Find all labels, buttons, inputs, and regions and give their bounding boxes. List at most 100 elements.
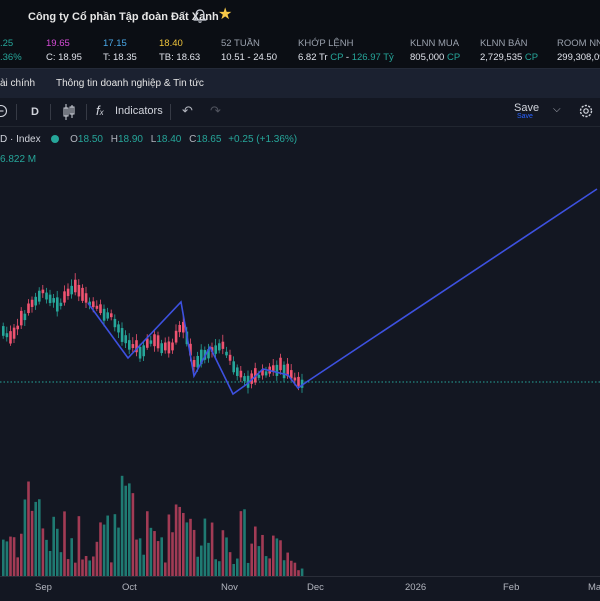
candle-body (156, 335, 160, 349)
symbol-name: D · Index (0, 134, 41, 145)
candle-body (236, 367, 239, 376)
volume-bar (63, 511, 66, 576)
save-button[interactable]: Save (514, 102, 540, 114)
ceiling-price: 19.65 (46, 38, 70, 49)
volume-bar (128, 483, 131, 576)
volume-bar (160, 537, 163, 576)
volume-bar (113, 514, 117, 576)
time-label: Feb (503, 582, 520, 593)
candle-body (2, 326, 5, 336)
candle-body (102, 308, 106, 321)
foreign-buy-unit: CP (446, 52, 461, 63)
volume-bar (16, 557, 19, 576)
candle-body (138, 346, 142, 359)
candle-body (200, 349, 203, 365)
price-change: .25 (0, 38, 14, 49)
volume-bar (27, 481, 30, 576)
average-price: TB: 18.63 (159, 52, 201, 63)
candle-body (153, 334, 156, 347)
candle-body (182, 321, 185, 333)
candle-body (149, 340, 153, 344)
volume-bar (84, 555, 88, 576)
candle-body (20, 310, 23, 326)
volume-bar (174, 504, 178, 576)
volume-bar (106, 515, 109, 576)
foreign-room-value: 299,308,09 (557, 52, 600, 63)
time-label: Dec (307, 582, 324, 593)
volume-bar (2, 539, 5, 576)
volume-bar (138, 538, 142, 576)
volume-bar (203, 518, 207, 576)
volume-bar (38, 499, 41, 576)
candle-body (261, 369, 264, 376)
candle-body (174, 330, 178, 343)
trend-drawing[interactable] (87, 188, 598, 396)
indicators-icon[interactable]: fx (96, 103, 104, 118)
candle-body (70, 285, 73, 295)
candle-body (282, 364, 286, 379)
volume-bar (124, 485, 127, 576)
volume-bar (218, 561, 221, 576)
add-symbol-icon[interactable] (0, 104, 8, 118)
settings-gear-icon[interactable] (578, 103, 594, 119)
candle-body (34, 296, 37, 306)
volume-bar (117, 527, 120, 576)
volume-bar (30, 510, 34, 576)
undo-icon[interactable]: ↶ (182, 103, 193, 118)
volume-bar (20, 533, 23, 576)
close-value: 18.65 (196, 134, 222, 145)
foreign-sell-unit: CP (524, 52, 539, 63)
redo-icon[interactable]: ↷ (210, 103, 221, 118)
volume-bar (95, 541, 99, 576)
price-change-percent: .36% (0, 52, 22, 63)
candle-body (225, 351, 228, 356)
candle-body (59, 302, 63, 307)
volume-bar (120, 475, 124, 576)
candle-body (117, 324, 120, 333)
time-label: Nov (221, 582, 238, 593)
indicators-button[interactable]: Indicators (115, 105, 163, 117)
foreign-sell-amount: 2,729,535 (480, 52, 523, 63)
candle-body (52, 298, 55, 303)
candle-body (196, 355, 199, 368)
candle-body (9, 331, 12, 344)
save-sublabel: Save (517, 113, 533, 120)
volume-bar (131, 493, 135, 576)
interval-button[interactable]: D (31, 106, 39, 118)
tab-finance[interactable]: ài chính (0, 78, 36, 89)
volume-bar (275, 538, 279, 576)
open-label: O (70, 134, 78, 145)
time-label: Ma (588, 582, 600, 593)
candle-body (95, 305, 99, 309)
time-axis: Sep Oct Nov Dec 2026 Feb Ma (0, 576, 600, 601)
candle-body (160, 343, 163, 354)
floor-price: 17.15 (103, 38, 127, 49)
week52-label: 52 TUẦN (221, 38, 260, 49)
candlestick-type-icon[interactable] (62, 103, 76, 121)
candle-body (142, 345, 145, 357)
volume-bar (272, 535, 275, 576)
volume-bar (178, 506, 181, 576)
chevron-down-icon[interactable]: ⌵ (553, 104, 561, 115)
bell-icon[interactable] (192, 8, 208, 24)
candle-body (279, 357, 282, 371)
volume-bar (221, 530, 225, 576)
quote-bar: .25 .36% 19.65 C: 18.95 17.15 T: 18.35 1… (0, 34, 600, 68)
candle-body (84, 293, 88, 303)
price-chart[interactable] (0, 126, 600, 576)
volume-bar (210, 522, 214, 576)
match-amount: 126.97 Tỷ (351, 52, 394, 63)
tab-company-info-news[interactable]: Thông tin doanh nghiệp & Tin tức (56, 78, 204, 89)
volume-legend: 6.822 M (0, 154, 37, 165)
volume-bar (5, 541, 9, 576)
volume-bar (74, 562, 77, 576)
volume-bar (290, 560, 293, 576)
foreign-buy-amount: 805,000 (410, 52, 445, 63)
favorite-star-icon[interactable]: ★ (218, 6, 233, 23)
match-label: KHỚP LỆNH (298, 38, 354, 49)
volume-bar (243, 509, 246, 576)
volume-bar (207, 542, 210, 576)
candlesticks (2, 273, 304, 394)
candle-body (146, 338, 149, 348)
candle-body (74, 279, 77, 293)
